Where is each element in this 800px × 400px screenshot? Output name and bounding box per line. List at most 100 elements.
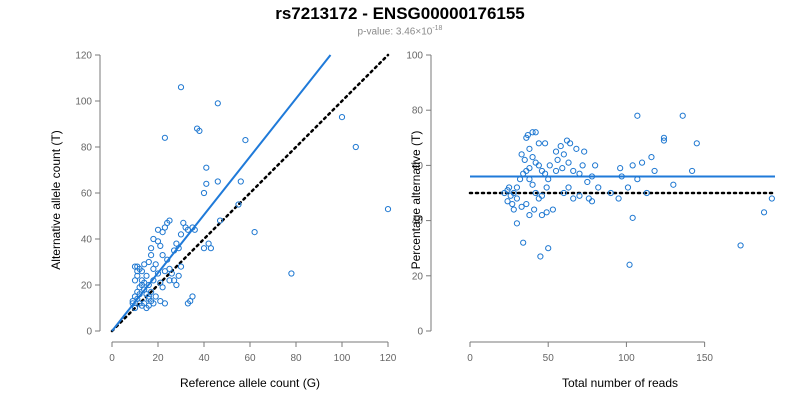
y-axis-label: Percentage alternative (T) [409,131,423,270]
y-axis-label: Alternative allele count (T) [49,130,63,269]
data-point [166,277,173,284]
x-axis-label: Reference allele count (G) [180,376,320,390]
data-point [549,206,556,213]
data-point [693,140,700,147]
data-point [177,84,185,91]
x-tick-label: 100 [618,353,635,364]
data-point [559,165,566,172]
data-point [217,217,224,224]
data-point [576,170,583,177]
data-point [168,270,175,277]
data-point [203,180,210,187]
x-tick-label: 100 [334,353,351,364]
data-point [660,137,668,144]
data-point [177,231,185,238]
data-point [529,154,536,161]
y-tick-label: 20 [412,271,424,282]
data-point [523,134,530,141]
data-point [159,284,166,291]
data-point [626,261,633,268]
data-point [352,143,359,151]
data-point [535,140,542,147]
data-point [520,170,527,177]
data-point [161,268,168,275]
data-point [200,245,208,252]
data-point [526,211,533,219]
data-point [501,189,508,197]
data-point [509,200,516,208]
data-point [196,127,203,134]
data-point [545,245,552,252]
data-point [177,263,185,270]
data-point [543,209,550,216]
y-tick-label: 120 [75,51,92,62]
data-point [573,145,580,152]
data-point [679,112,686,119]
data-point [145,281,152,289]
y-tick-label: 0 [86,327,92,338]
data-point [145,295,152,302]
data-point [535,195,542,202]
data-point [531,206,538,213]
data-point [507,192,514,199]
data-point [513,184,521,191]
data-point [235,201,242,208]
data-point [567,140,574,147]
data-point [576,192,583,199]
data-point [242,137,249,144]
data-point [141,261,148,268]
data-point [523,200,530,208]
pvalue-label: p-value: 3.46×10 [357,26,433,38]
data-point [618,173,625,180]
x-tick-label: 20 [152,353,164,364]
data-point [516,176,524,183]
data-point [159,229,166,236]
y-tick-label: 80 [412,106,424,117]
data-point [584,178,591,186]
data-point [154,270,162,277]
data-point [504,198,511,205]
data-point [535,162,542,169]
data-point [570,167,577,175]
data-point [554,156,561,163]
data-point [138,268,145,275]
data-point [506,184,513,191]
data-point [660,134,668,141]
data-point [518,203,525,210]
data-point [175,272,182,279]
data-point [518,151,525,158]
x-tick-label: 150 [696,353,713,364]
data-point [588,198,596,205]
y-tick-label: 80 [81,143,93,154]
data-point [148,245,155,252]
x-tick-label: 80 [290,353,302,364]
data-point [532,189,539,197]
y-tick-label: 20 [81,281,93,292]
data-point [173,281,180,289]
data-point [541,140,549,147]
data-point [552,167,560,175]
data-point [607,189,614,197]
data-point [595,184,602,191]
chart-subtitle: p-value: 3.46×10-18 [0,25,800,37]
data-point [384,206,392,213]
data-point [592,162,599,169]
reference-line [110,53,390,333]
data-point [629,214,636,221]
data-point [529,181,536,188]
data-point [510,206,517,213]
fit-line [111,54,332,332]
data-point [737,242,744,249]
data-point [161,134,168,141]
chart-title: rs7213172 - ENSG00000176155 [275,4,525,23]
data-point [624,184,632,191]
data-point [617,165,624,172]
y-tick-label: 0 [417,327,423,338]
data-point [643,189,650,197]
data-point [513,220,521,227]
data-point [546,162,553,169]
data-point [581,148,588,155]
data-point [545,176,552,183]
data-point [148,288,155,295]
data-point [521,156,528,163]
